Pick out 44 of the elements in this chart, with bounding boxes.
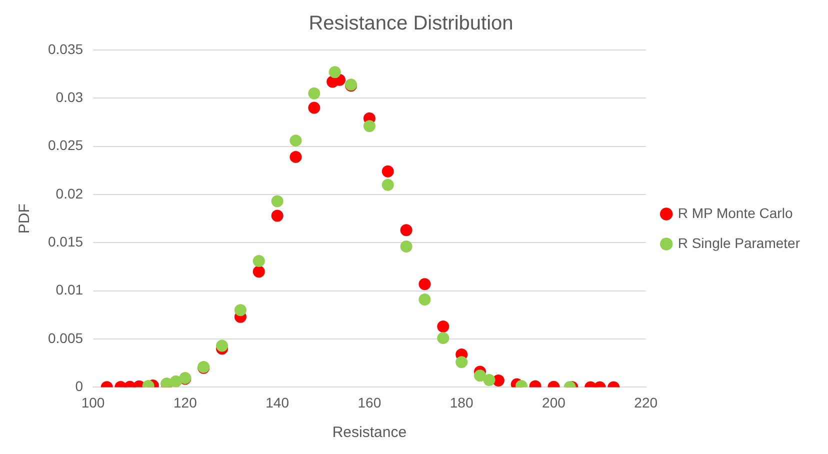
- y-tick-label: 0.03: [56, 89, 84, 106]
- point: [271, 210, 284, 222]
- y-axis-title: PDF: [16, 204, 34, 234]
- y-tick-label: 0.01: [56, 282, 84, 298]
- point: [328, 66, 341, 78]
- point: [456, 356, 468, 368]
- point: [382, 178, 394, 191]
- point: [290, 134, 302, 147]
- y-tick-label: 0.005: [48, 330, 84, 346]
- point: [400, 240, 412, 253]
- point: [400, 224, 412, 236]
- point: [234, 304, 246, 316]
- point: [252, 266, 265, 278]
- point: [483, 374, 496, 386]
- x-tick-label: 120: [173, 394, 198, 410]
- x-tick-label: 220: [634, 394, 658, 410]
- chart-title: Resistance Distribution: [308, 12, 514, 35]
- x-tick-label: 100: [81, 394, 105, 410]
- point: [474, 370, 486, 382]
- point: [363, 120, 376, 132]
- point: [252, 254, 265, 267]
- point: [290, 150, 302, 163]
- y-tick-label: 0: [75, 378, 84, 394]
- point: [308, 87, 320, 100]
- point: [170, 375, 182, 388]
- x-tick-label: 180: [450, 394, 474, 410]
- point: [271, 195, 284, 208]
- point: [216, 340, 228, 352]
- point: [418, 278, 431, 290]
- point: [437, 332, 450, 344]
- point: [382, 165, 394, 178]
- point: [437, 320, 450, 333]
- legend-label: R MP Monte Carlo: [678, 204, 793, 221]
- x-axis-title: Resistance: [332, 424, 407, 442]
- y-tick-label: 0.035: [48, 40, 84, 57]
- y-tick-label: 0.02: [56, 185, 84, 202]
- point: [418, 294, 431, 306]
- x-tick-label: 140: [266, 394, 290, 410]
- x-tick-label: 200: [542, 394, 566, 410]
- y-tick-label: 0.015: [48, 234, 84, 250]
- x-tick-label: 160: [358, 394, 382, 410]
- legend-label: R Single Parameter: [678, 234, 800, 251]
- y-tick-label: 0.025: [48, 137, 84, 154]
- point: [308, 102, 320, 114]
